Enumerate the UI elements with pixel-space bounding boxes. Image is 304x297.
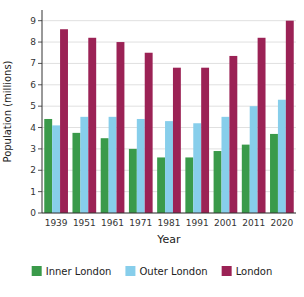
tick-label: 8 <box>30 37 36 47</box>
tick-label: 5 <box>30 101 36 111</box>
bar <box>80 117 88 213</box>
bar <box>185 157 193 213</box>
bar <box>44 119 52 213</box>
tick-mark <box>38 148 42 149</box>
x-axis <box>42 213 296 214</box>
bar <box>109 117 117 213</box>
bar <box>242 145 250 213</box>
bar <box>258 38 266 213</box>
legend-label: London <box>236 266 273 277</box>
legend-label: Outer London <box>139 266 207 277</box>
bar <box>221 117 229 213</box>
tick-mark <box>38 170 42 171</box>
bar <box>201 68 209 213</box>
category-label: 2001 <box>214 218 237 228</box>
grid-line <box>42 20 296 21</box>
bar <box>117 42 125 213</box>
y-axis <box>42 10 43 213</box>
y-axis-label: Population (millions) <box>2 60 13 162</box>
bar <box>101 138 109 213</box>
category-label: 2020 <box>270 218 293 228</box>
tick-label: 3 <box>30 144 36 154</box>
bar <box>137 119 145 213</box>
grid-line <box>42 213 296 214</box>
legend-label: Inner London <box>46 266 112 277</box>
category-label: 1971 <box>129 218 152 228</box>
chart: 0 1 2 3 4 5 6 7 8 9 1939 1951 1961 1971 1981 1991 2001 20… <box>0 0 304 297</box>
tick-mark <box>38 42 42 43</box>
bar <box>60 29 68 213</box>
tick-mark <box>38 84 42 85</box>
legend-swatch <box>222 266 232 276</box>
bar <box>52 125 60 213</box>
bar <box>250 106 258 213</box>
tick-label: 9 <box>30 16 36 26</box>
tick-mark <box>38 191 42 192</box>
tick-label: 1 <box>30 187 36 197</box>
bar <box>193 123 201 213</box>
bar <box>72 133 80 213</box>
category-label: 1951 <box>73 218 96 228</box>
bar <box>270 134 278 213</box>
legend-swatch <box>125 266 135 276</box>
tick-label: 0 <box>30 208 36 218</box>
category-label: 1981 <box>158 218 181 228</box>
tick-label: 2 <box>30 165 36 175</box>
tick-mark <box>38 213 42 214</box>
bar <box>173 68 181 213</box>
bar <box>129 149 137 213</box>
bar <box>278 100 286 213</box>
bar <box>165 121 173 213</box>
bar <box>229 56 237 213</box>
category-label: 1939 <box>45 218 68 228</box>
tick-mark <box>38 106 42 107</box>
tick-label: 7 <box>30 58 36 68</box>
bar <box>214 151 222 213</box>
legend-swatch <box>32 266 42 276</box>
bars <box>44 21 293 213</box>
x-axis-label: Year <box>156 233 181 246</box>
tick-mark <box>38 127 42 128</box>
category-label: 1961 <box>101 218 124 228</box>
category-label: 2011 <box>242 218 265 228</box>
bar <box>286 21 294 213</box>
tick-label: 4 <box>30 123 36 133</box>
tick-label: 6 <box>30 80 36 90</box>
tick-mark <box>38 63 42 64</box>
legend-item: London <box>222 266 273 277</box>
bar <box>88 38 96 213</box>
tick-mark <box>38 20 42 21</box>
grid <box>42 21 296 213</box>
legend-item: Inner London <box>32 266 112 277</box>
category-label: 1991 <box>186 218 209 228</box>
bar <box>157 157 165 213</box>
legend-item: Outer London <box>125 266 207 277</box>
legend: Inner London Outer London London <box>32 266 273 277</box>
bar <box>145 53 153 213</box>
